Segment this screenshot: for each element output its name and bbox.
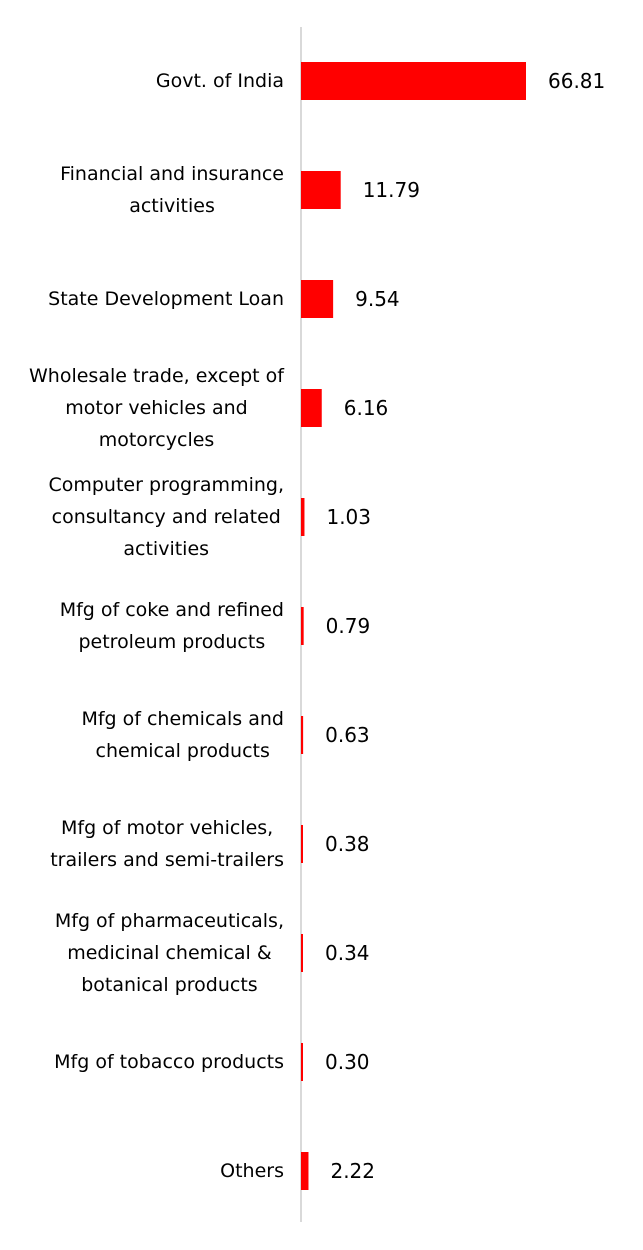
bar-3 [301,389,322,427]
category-label-6-line-1: chemical products [96,740,270,762]
bar-4 [301,498,305,536]
category-label-5-line-0: Mfg of coke and refined [60,599,284,621]
category-label-9-line-0: Mfg of tobacco products [54,1051,284,1073]
category-label-6: Mfg of chemicals and chemical products [81,708,284,762]
value-label-10: 2.22 [330,1159,375,1183]
category-label-3: Wholesale trade, except of motor vehicles… [29,365,285,451]
category-label-4: Computer programming, consultancy and rel… [48,474,284,560]
category-label-0-line-0: Govt. of India [156,70,284,92]
bar-10 [301,1152,309,1190]
category-label-3-line-1: motor vehicles and [65,397,247,419]
category-label-1-line-0: Financial and insurance [60,163,284,185]
category-label-9: Mfg of tobacco products [54,1051,284,1073]
category-label-4-line-1: consultancy and related [52,506,281,528]
category-label-8-line-2: botanical products [81,974,257,996]
category-label-3-line-0: Wholesale trade, except of [29,365,285,387]
bar-8 [301,934,303,972]
category-label-7-line-1: trailers and semi-trailers [50,849,284,871]
category-label-8: Mfg of pharmaceuticals, medicinal chemica… [55,910,284,996]
category-label-1-line-1: activities [129,195,215,217]
value-label-2: 9.54 [355,287,400,311]
value-label-7: 0.38 [325,832,370,856]
value-label-8: 0.34 [325,941,370,965]
value-label-9: 0.30 [325,1050,370,1074]
category-label-1: Financial and insurance activities [60,163,284,217]
category-label-4-line-0: Computer programming, [48,474,284,496]
value-label-1: 11.79 [363,178,420,202]
bar-2 [301,280,334,318]
value-label-3: 6.16 [344,396,389,420]
category-label-5: Mfg of coke and refined petroleum product… [60,599,284,653]
bar-9 [301,1043,303,1081]
value-labels-group: 66.81 11.79 9.54 6.16 1.03 0.79 0.63 0.38 0.34 0.… [325,69,605,1183]
category-label-5-line-1: petroleum products [78,631,265,653]
bars-group [301,62,526,1190]
bar-7 [301,825,303,863]
value-label-6: 0.63 [325,723,370,747]
bar-1 [301,171,341,209]
category-label-0: Govt. of India [156,70,284,92]
category-label-10-line-0: Others [220,1160,284,1182]
category-label-2: State Development Loan [48,288,284,310]
category-label-7-line-0: Mfg of motor vehicles, [61,817,273,839]
bar-6 [301,716,304,754]
category-labels-group: Govt. of India Financial and insurance act… [29,70,285,1182]
bar-5 [301,607,304,645]
category-label-4-line-2: activities [123,538,209,560]
category-label-10: Others [220,1160,284,1182]
category-label-3-line-2: motorcycles [99,429,215,451]
bar-0 [301,62,526,100]
category-label-7: Mfg of motor vehicles, trailers and semi-… [50,817,284,871]
category-label-8-line-0: Mfg of pharmaceuticals, [55,910,284,932]
category-label-6-line-0: Mfg of chemicals and [81,708,284,730]
value-label-0: 66.81 [548,69,605,93]
category-label-2-line-0: State Development Loan [48,288,284,310]
category-label-8-line-1: medicinal chemical & [67,942,272,964]
value-label-4: 1.03 [326,505,371,529]
value-label-5: 0.79 [326,614,371,638]
